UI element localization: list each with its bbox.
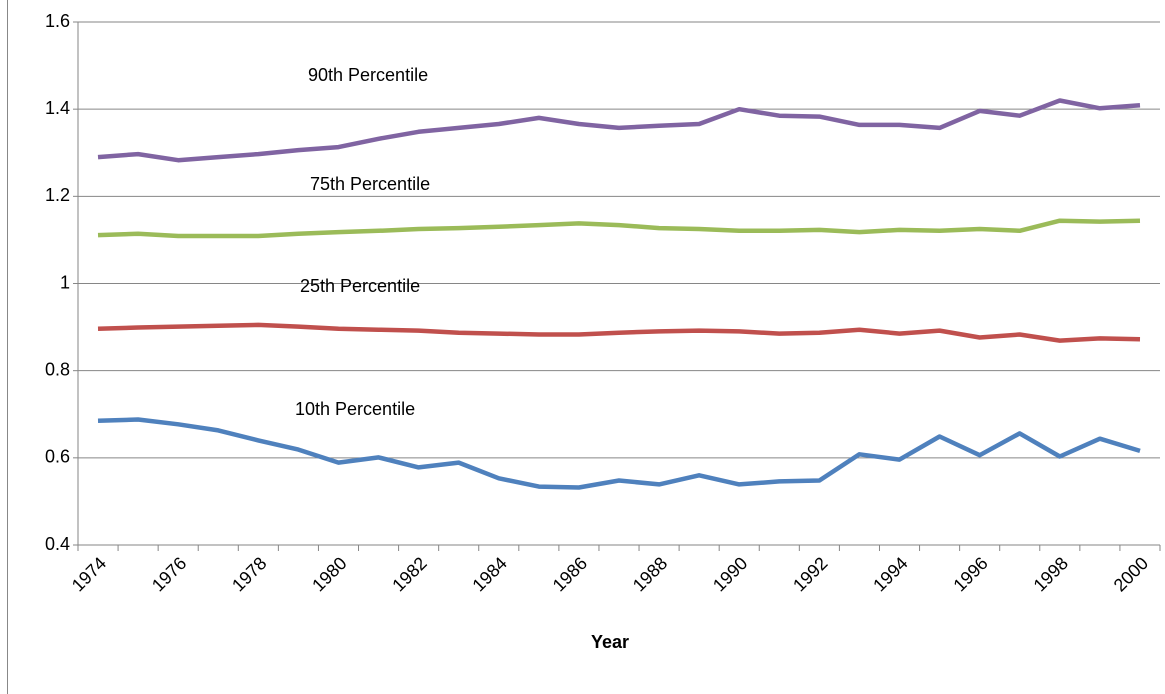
y-tick-label: 1.6 (45, 11, 70, 31)
x-tick-label: 1998 (1030, 553, 1072, 595)
x-tick-label: 1994 (869, 553, 911, 595)
x-tick-label: 1992 (789, 553, 831, 595)
x-tick-label: 1990 (709, 553, 751, 595)
x-tick-label: 1974 (68, 553, 110, 595)
y-tick-label: 1.4 (45, 98, 70, 118)
series-label: 10th Percentile (295, 399, 415, 419)
series-line (97, 322, 1141, 343)
x-tick-label: 1996 (949, 553, 991, 595)
chart-frame (7, 0, 8, 694)
x-tick-label: 2000 (1110, 553, 1152, 595)
y-tick-label: 0.8 (45, 359, 70, 379)
x-tick-label: 1980 (308, 553, 350, 595)
x-axis-title: Year (591, 632, 629, 652)
x-tick-label: 1984 (469, 553, 511, 595)
series-line (97, 98, 1141, 163)
x-tick-label: 1976 (148, 553, 190, 595)
series-line (97, 417, 1141, 490)
series-label: 25th Percentile (300, 276, 420, 296)
x-tick-label: 1978 (228, 553, 270, 595)
series-line (97, 218, 1141, 239)
x-tick-label: 1982 (388, 553, 430, 595)
y-tick-label: 1.2 (45, 185, 70, 205)
series-label: 90th Percentile (308, 65, 428, 85)
x-tick-label: 1988 (629, 553, 671, 595)
y-tick-label: 1 (60, 272, 70, 292)
x-tick-label: 1986 (549, 553, 591, 595)
y-tick-label: 0.4 (45, 534, 70, 554)
y-tick-label: 0.6 (45, 447, 70, 467)
series-label: 75th Percentile (310, 174, 430, 194)
